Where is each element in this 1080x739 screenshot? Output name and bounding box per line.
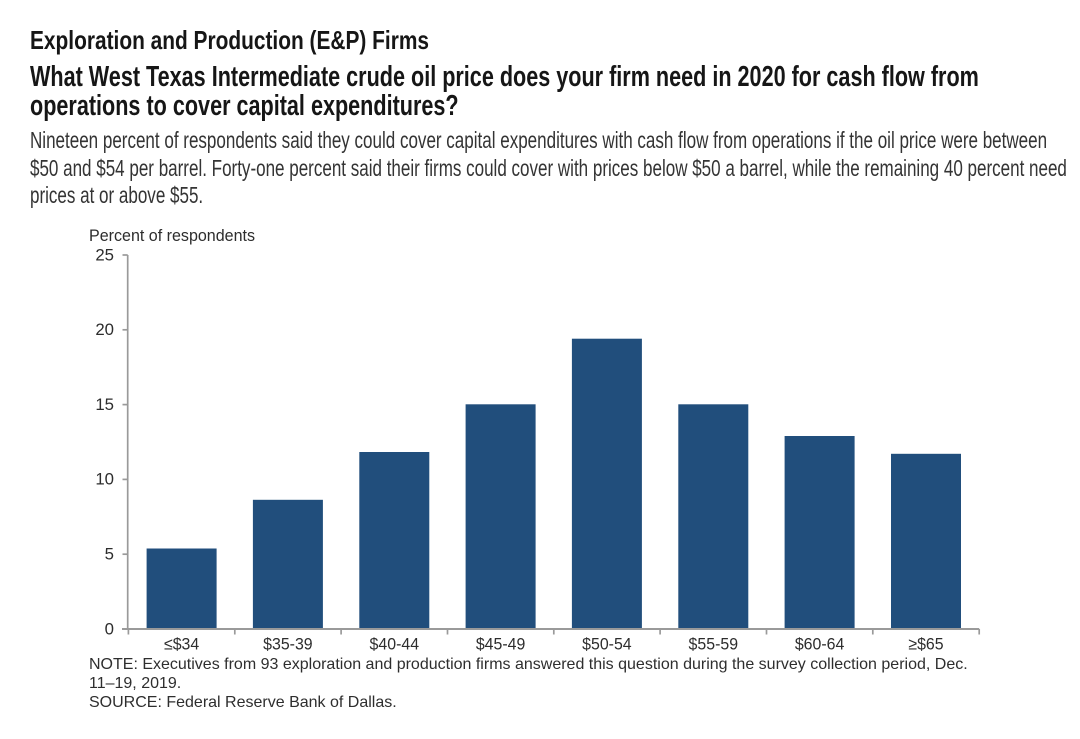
svg-text:≤$34: ≤$34 <box>164 635 199 654</box>
svg-text:$45-49: $45-49 <box>476 635 526 654</box>
svg-text:$50-54: $50-54 <box>582 635 632 654</box>
svg-text:5: 5 <box>105 545 114 564</box>
svg-text:10: 10 <box>95 470 114 489</box>
svg-text:15: 15 <box>95 395 114 414</box>
svg-text:$60-64: $60-64 <box>795 635 845 654</box>
svg-text:25: 25 <box>95 245 114 264</box>
svg-text:0: 0 <box>105 619 114 638</box>
svg-text:$40-44: $40-44 <box>370 635 420 654</box>
svg-text:20: 20 <box>95 320 114 339</box>
svg-text:$35-39: $35-39 <box>263 635 313 654</box>
svg-text:Percent of respondents: Percent of respondents <box>89 226 255 245</box>
svg-text:≥$65: ≥$65 <box>908 635 943 654</box>
svg-text:$55-59: $55-59 <box>689 635 739 654</box>
